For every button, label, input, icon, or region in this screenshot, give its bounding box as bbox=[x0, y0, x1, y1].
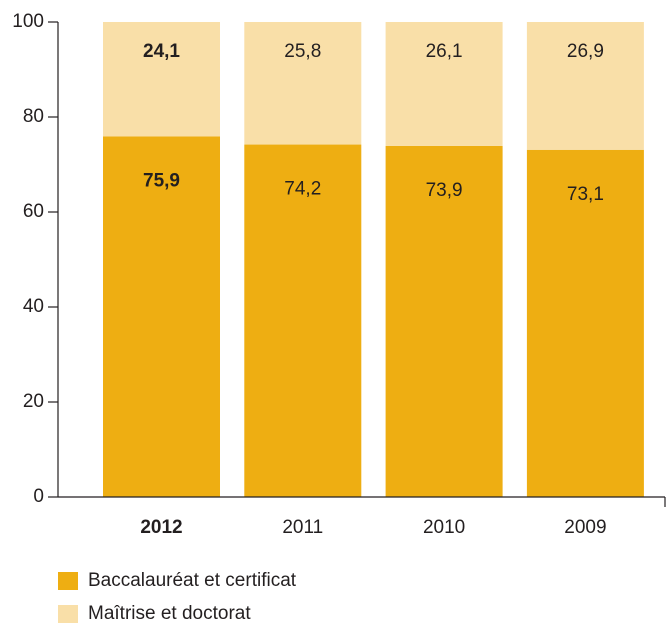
bar-segment bbox=[103, 22, 220, 137]
y-tick-label: 100 bbox=[12, 11, 44, 32]
data-label: 74,2 bbox=[284, 179, 321, 200]
legend-swatch bbox=[58, 605, 78, 623]
data-label: 75,9 bbox=[143, 170, 180, 191]
y-tick-label: 0 bbox=[33, 486, 44, 507]
data-label: 25,8 bbox=[284, 41, 321, 62]
data-label: 73,9 bbox=[426, 180, 463, 201]
data-label: 73,1 bbox=[567, 184, 604, 205]
bar-segment bbox=[244, 22, 362, 145]
x-tick-label: 2010 bbox=[423, 517, 465, 538]
legend-swatch bbox=[58, 572, 78, 590]
bar-segment bbox=[385, 145, 503, 497]
x-tick-label: 2011 bbox=[282, 517, 323, 538]
bar-segment bbox=[526, 22, 644, 150]
data-label: 26,1 bbox=[426, 41, 463, 62]
data-label: 24,1 bbox=[143, 41, 180, 62]
legend-label: Maîtrise et doctorat bbox=[88, 603, 251, 624]
y-tick-label: 60 bbox=[23, 201, 44, 222]
y-tick-label: 80 bbox=[23, 106, 44, 127]
bar-segment bbox=[244, 144, 362, 498]
y-tick-label: 20 bbox=[23, 391, 44, 412]
y-tick-label: 40 bbox=[23, 296, 44, 317]
bar-segment bbox=[526, 149, 644, 497]
x-tick-label: 2012 bbox=[140, 517, 182, 538]
bar-segment bbox=[103, 136, 220, 497]
data-label: 26,9 bbox=[567, 41, 604, 62]
x-tick-label: 2009 bbox=[564, 517, 606, 538]
legend-label: Baccalauréat et certificat bbox=[88, 570, 297, 591]
bar-segment bbox=[385, 22, 503, 146]
